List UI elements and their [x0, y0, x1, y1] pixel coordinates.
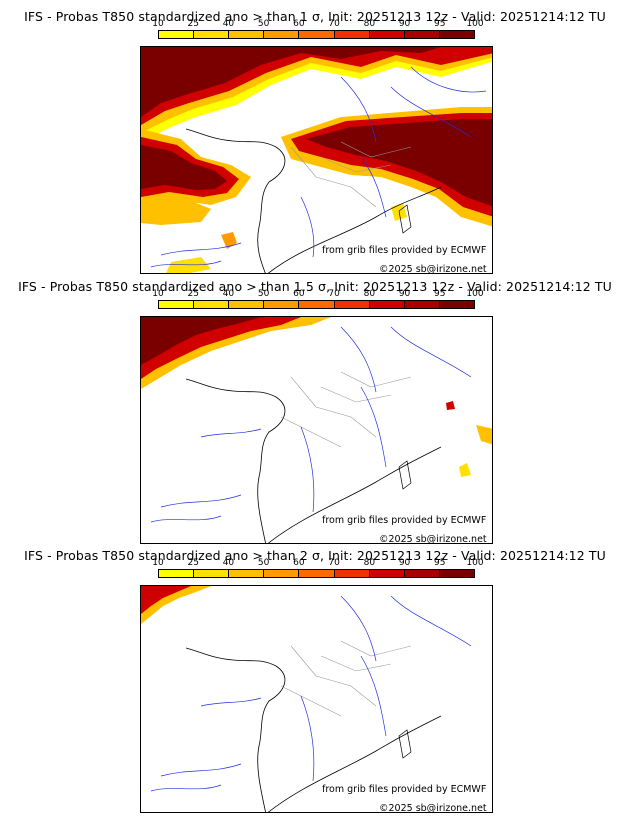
panel-title: IFS - Probas T850 standardized ano > tha… — [24, 548, 606, 563]
colorbar-tick-label: 50 — [257, 19, 270, 29]
colorbar-tick-label: 100 — [466, 558, 484, 568]
probability-field — [141, 586, 211, 624]
map-panel-1-5sigma: IFS - Probas T850 standardized ano > tha… — [0, 279, 630, 548]
colorbar-segment — [369, 31, 405, 38]
colorbar-tick-label: 50 — [257, 289, 270, 299]
map-panel-2sigma: IFS - Probas T850 standardized ano > tha… — [0, 548, 630, 817]
colorbar — [158, 569, 475, 578]
colorbar-tick-label: 80 — [363, 289, 376, 299]
map-graphic — [141, 317, 492, 543]
colorbar-segment — [299, 301, 335, 308]
colorbar-tick-label: 40 — [222, 558, 235, 568]
colorbar-tick-label: 100 — [466, 289, 484, 299]
geography-lines — [150, 595, 472, 812]
colorbar-tick-label: 10 — [152, 558, 164, 568]
colorbar-tick-label: 95 — [434, 558, 446, 568]
colorbar-segment — [299, 570, 335, 577]
colorbar-tick-label: 90 — [398, 19, 411, 29]
colorbar-tick-label: 95 — [434, 19, 446, 29]
credit-source: from grib files provided by ECMWF — [322, 245, 487, 256]
colorbar-segment — [439, 570, 474, 577]
colorbar-segment — [159, 570, 195, 577]
colorbar-tick-label: 90 — [398, 289, 411, 299]
colorbar-tick-label: 40 — [222, 289, 235, 299]
colorbar-tick-label: 25 — [187, 289, 199, 299]
credit-source: from grib files provided by ECMWF — [322, 515, 487, 526]
colorbar-tick-label: 70 — [328, 289, 340, 299]
colorbar-tick-label: 25 — [187, 19, 199, 29]
colorbar-segment — [404, 31, 440, 38]
colorbar-segment — [194, 301, 230, 308]
colorbar-segment — [159, 31, 195, 38]
colorbar-tick-label: 10 — [152, 19, 164, 29]
colorbar-tick-label: 70 — [328, 558, 340, 568]
colorbar-segment — [439, 31, 474, 38]
colorbar-segment — [439, 301, 474, 308]
map-graphic — [141, 47, 492, 273]
probability-map — [140, 585, 493, 813]
probability-field — [141, 317, 492, 477]
colorbar-tick-label: 60 — [293, 289, 305, 299]
colorbar-segment — [404, 570, 440, 577]
colorbar-segment — [229, 31, 265, 38]
credit-copyright: ©2025 sb@irizone.net — [379, 534, 487, 545]
colorbar-segment — [404, 301, 440, 308]
colorbar-tick-label: 25 — [187, 558, 199, 568]
colorbar-tick-label: 70 — [328, 19, 340, 29]
colorbar-segment — [194, 570, 230, 577]
colorbar-tick-label: 60 — [293, 558, 305, 568]
colorbar-segment — [264, 31, 300, 38]
panel-title: IFS - Probas T850 standardized ano > tha… — [24, 9, 606, 24]
colorbar-segment — [334, 31, 370, 38]
map-graphic — [141, 586, 472, 812]
colorbar — [158, 300, 475, 309]
colorbar-tick-label: 50 — [257, 558, 270, 568]
credit-copyright: ©2025 sb@irizone.net — [379, 264, 487, 275]
colorbar-segment — [159, 301, 195, 308]
colorbar-segment — [369, 570, 405, 577]
map-panel-1sigma: IFS - Probas T850 standardized ano > tha… — [0, 9, 630, 278]
colorbar-segment — [334, 301, 370, 308]
colorbar-tick-label: 95 — [434, 289, 446, 299]
colorbar-segment — [229, 570, 265, 577]
probability-field — [141, 47, 492, 273]
colorbar-tick-label: 40 — [222, 19, 235, 29]
colorbar-segment — [264, 301, 300, 308]
colorbar-segment — [229, 301, 265, 308]
geography-lines — [150, 66, 487, 273]
colorbar-tick-label: 80 — [363, 19, 376, 29]
colorbar-tick-label: 60 — [293, 19, 305, 29]
geography-lines — [150, 326, 472, 543]
colorbar-segment — [194, 31, 230, 38]
colorbar-tick-label: 80 — [363, 558, 376, 568]
panel-title: IFS - Probas T850 standardized ano > tha… — [18, 279, 612, 294]
colorbar-segment — [264, 570, 300, 577]
colorbar-tick-label: 10 — [152, 289, 164, 299]
colorbar-tick-label: 100 — [466, 19, 484, 29]
colorbar-segment — [334, 570, 370, 577]
colorbar — [158, 30, 475, 39]
colorbar-segment — [299, 31, 335, 38]
credit-copyright: ©2025 sb@irizone.net — [379, 803, 487, 814]
credit-source: from grib files provided by ECMWF — [322, 784, 487, 795]
colorbar-segment — [369, 301, 405, 308]
probability-map — [140, 316, 493, 544]
colorbar-tick-label: 90 — [398, 558, 411, 568]
probability-map — [140, 46, 493, 274]
